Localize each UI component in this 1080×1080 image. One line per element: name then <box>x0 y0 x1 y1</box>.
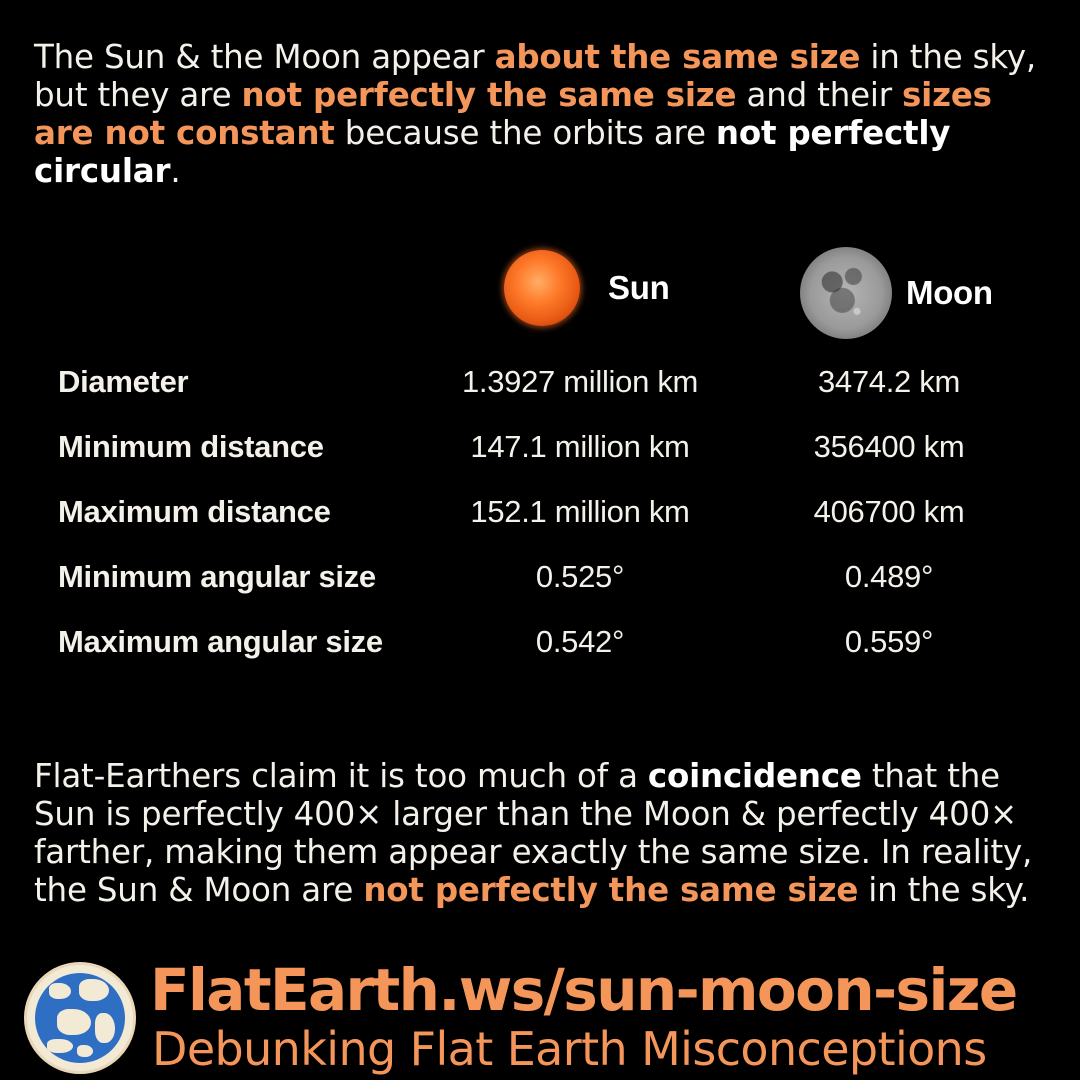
moon-value: 3474.2 km <box>817 364 961 399</box>
row-label: Diameter <box>58 364 189 399</box>
table-row-maximum-angular-size: Maximum angular size 0.542° 0.559° <box>0 612 1080 677</box>
outro-paragraph: Flat-Earthers claim it is too much of a … <box>34 757 1054 909</box>
table-row-minimum-angular-size: Minimum angular size 0.525° 0.489° <box>0 547 1080 612</box>
text-segment: The Sun & the Moon appear <box>34 38 495 76</box>
highlighted-text: not perfectly circular <box>34 114 951 190</box>
text-segment: in the sky. <box>858 871 1030 909</box>
sun-value: 0.542° <box>535 624 625 659</box>
row-label: Maximum angular size <box>58 624 383 659</box>
globe-logo-icon <box>24 962 136 1074</box>
table-row-diameter: Diameter 1.3927 million km 3474.2 km <box>0 352 1080 417</box>
sun-value: 152.1 million km <box>470 494 690 529</box>
text-segment: that the Sun is perfectly 400× larger th… <box>34 757 1033 909</box>
moon-value: 406700 km <box>813 494 965 529</box>
row-label: Maximum distance <box>58 494 331 529</box>
text-segment: . <box>170 152 181 190</box>
text-segment: and their <box>736 76 903 114</box>
row-label: Minimum angular size <box>58 559 376 594</box>
table-row-minimum-distance: Minimum distance 147.1 million km 356400… <box>0 417 1080 482</box>
row-label: Minimum distance <box>58 429 324 464</box>
sun-icon <box>504 250 580 326</box>
highlighted-text: about the same size <box>494 38 861 76</box>
text-segment: because the orbits are <box>334 114 716 152</box>
footer-url-link[interactable]: FlatEarth.ws/sun-moon-size <box>150 956 1018 1024</box>
highlighted-text: coincidence <box>647 757 862 795</box>
moon-value: 356400 km <box>813 429 965 464</box>
intro-paragraph: The Sun & the Moon appear about the same… <box>34 38 1054 190</box>
moon-value: 0.559° <box>844 624 934 659</box>
sun-value: 1.3927 million km <box>461 364 699 399</box>
highlighted-text: not perfectly the same size <box>363 871 859 909</box>
moon-column-header: Moon <box>800 247 993 339</box>
footer-tagline: Debunking Flat Earth Misconceptions <box>152 1022 987 1076</box>
highlighted-text: sizes are not constant <box>34 76 992 152</box>
sun-value: 147.1 million km <box>470 429 690 464</box>
highlighted-text: not perfectly the same size <box>241 76 737 114</box>
table-header: Sun Moon <box>0 245 1080 345</box>
footer: FlatEarth.ws/sun-moon-size Debunking Fla… <box>0 956 1080 1080</box>
sun-value: 0.525° <box>535 559 625 594</box>
table-row-maximum-distance: Maximum distance 152.1 million km 406700… <box>0 482 1080 547</box>
text-segment: in the sky, but they are <box>34 38 1036 114</box>
moon-value: 0.489° <box>844 559 934 594</box>
sun-column-header: Sun <box>504 250 670 326</box>
sun-label: Sun <box>608 269 670 306</box>
moon-label: Moon <box>906 274 993 311</box>
text-segment: Flat-Earthers claim it is too much of a <box>34 757 648 795</box>
comparison-table: Diameter 1.3927 million km 3474.2 km Min… <box>0 352 1080 677</box>
moon-icon <box>800 247 892 339</box>
